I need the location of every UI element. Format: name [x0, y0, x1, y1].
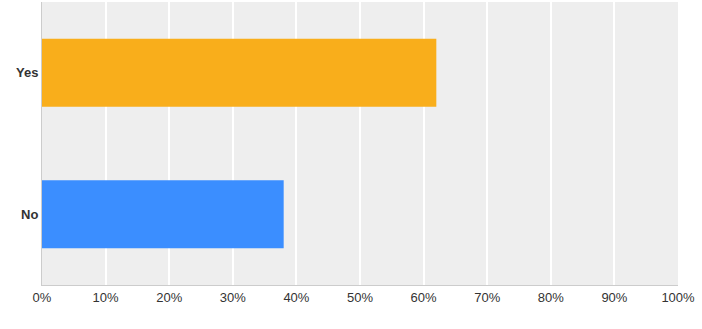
- svg-text:70%: 70%: [474, 290, 500, 305]
- svg-text:Yes: Yes: [16, 65, 38, 80]
- svg-text:40%: 40%: [283, 290, 309, 305]
- svg-text:60%: 60%: [411, 290, 437, 305]
- svg-text:No: No: [21, 207, 38, 222]
- svg-text:10%: 10%: [93, 290, 119, 305]
- svg-text:50%: 50%: [347, 290, 373, 305]
- svg-text:80%: 80%: [538, 290, 564, 305]
- svg-text:0%: 0%: [33, 290, 52, 305]
- svg-text:100%: 100%: [661, 290, 695, 305]
- svg-text:30%: 30%: [220, 290, 246, 305]
- svg-text:20%: 20%: [156, 290, 182, 305]
- svg-text:90%: 90%: [601, 290, 627, 305]
